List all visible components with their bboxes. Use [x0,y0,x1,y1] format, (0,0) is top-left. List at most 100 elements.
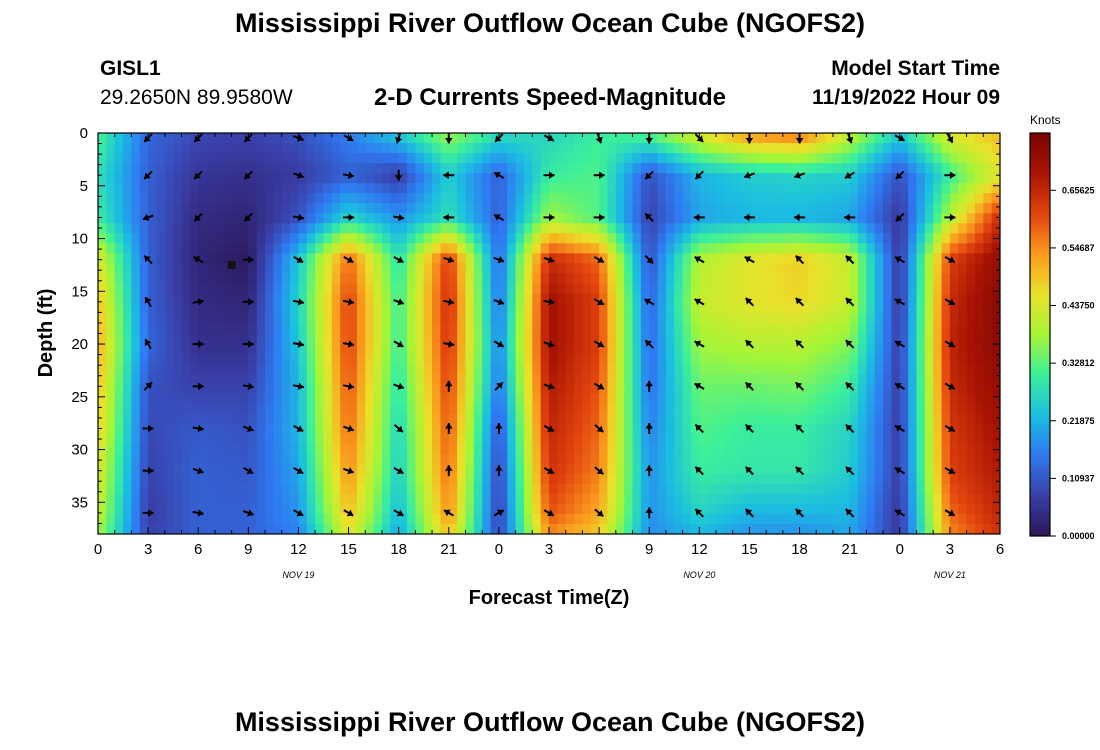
heatmap-cell [690,303,700,315]
heatmap-cell [440,483,450,495]
heatmap-cell [899,133,909,144]
heatmap-cell [498,303,508,315]
heatmap-cell [448,393,458,405]
heatmap-cell [841,203,851,214]
heatmap-cell [239,413,249,425]
heatmap-cell [899,323,909,335]
heatmap-cell [465,523,475,534]
heatmap-cell [599,163,609,174]
heatmap-cell [649,523,659,534]
heatmap-cell [189,373,199,385]
heatmap-cell [465,443,475,455]
heatmap-cell [883,523,893,534]
heatmap-cell [732,403,742,415]
heatmap-cell [331,253,341,264]
heatmap-cell [298,343,308,355]
heatmap-cell [841,323,851,335]
heatmap-cell [624,483,634,495]
heatmap-cell [640,223,650,234]
heatmap-cell [991,273,1000,284]
heatmap-cell [482,193,492,204]
heatmap-cell [640,163,650,174]
heatmap-cell [874,423,884,435]
heatmap-cell [908,163,918,174]
heatmap-cell [757,183,767,194]
heatmap-cell [432,343,442,355]
heatmap-cell [532,263,542,274]
heatmap-cell [624,283,634,295]
heatmap-cell [640,253,650,264]
heatmap-cell [515,463,525,475]
heatmap-cell [306,413,316,425]
heatmap-cell [415,243,425,254]
heatmap-cell [941,523,951,534]
current-vector [543,298,555,306]
heatmap-cell [164,443,174,455]
heatmap-cell [716,173,725,184]
heatmap-cell [415,403,425,415]
heatmap-cell [189,523,199,534]
heatmap-cell [949,313,959,325]
heatmap-cell [139,473,149,485]
heatmap-cell [540,273,550,284]
heatmap-cell [315,143,325,154]
heatmap-cell [791,403,801,415]
heatmap-cell [148,383,158,395]
heatmap-cell [465,413,475,425]
heatmap-cell [373,273,383,284]
heatmap-cell [607,523,617,534]
heatmap-cell [983,373,993,385]
heatmap-cell [749,153,759,164]
heatmap-cell [256,393,266,405]
heatmap-cell [256,463,266,475]
heatmap-cell [657,143,667,154]
heatmap-cell [858,213,867,224]
heatmap-cell [340,393,350,405]
heatmap-cell [933,223,943,234]
heatmap-cell [916,143,926,154]
heatmap-cell [849,453,859,465]
heatmap-cell [707,173,717,184]
heatmap-cell [507,323,517,335]
current-vector [694,466,704,476]
heatmap-cell [448,263,458,274]
heatmap-cell [340,293,350,305]
heatmap-cell [440,173,450,184]
heatmap-cell [607,243,617,254]
current-vector [694,423,704,434]
heatmap-cell [164,243,174,254]
heatmap-cell [565,203,575,214]
heatmap-cell [231,223,241,234]
heatmap-cell [432,273,442,284]
heatmap-cell [290,393,300,405]
heatmap-cell [473,503,483,515]
heatmap-cell [807,393,817,405]
heatmap-cell [131,373,141,385]
x-tick-label: 15 [741,541,758,558]
heatmap-cell [899,173,909,184]
heatmap-cell [407,163,416,174]
heatmap-cell [156,273,166,284]
current-vector [343,509,354,517]
heatmap-cell [582,513,592,525]
heatmap-cell [214,473,224,485]
heatmap-cell [941,483,951,495]
heatmap-cell [231,463,241,475]
heatmap-cell [98,403,107,415]
heatmap-cell [899,413,909,425]
heatmap-cell [123,353,133,365]
heatmap-cell [807,423,817,435]
heatmap-cell [139,493,149,505]
heatmap-cell [131,393,141,405]
heatmap-cell [949,263,959,274]
heatmap-cell [974,463,984,475]
heatmap-cell [549,523,558,534]
heatmap-cell [507,273,517,284]
heatmap-cell [824,213,834,224]
heatmap-cell [206,223,216,234]
heatmap-cell [415,333,425,345]
heatmap-cell [331,133,341,144]
current-vector [944,509,956,517]
heatmap-cell [916,323,926,335]
heatmap-cell [891,513,901,525]
